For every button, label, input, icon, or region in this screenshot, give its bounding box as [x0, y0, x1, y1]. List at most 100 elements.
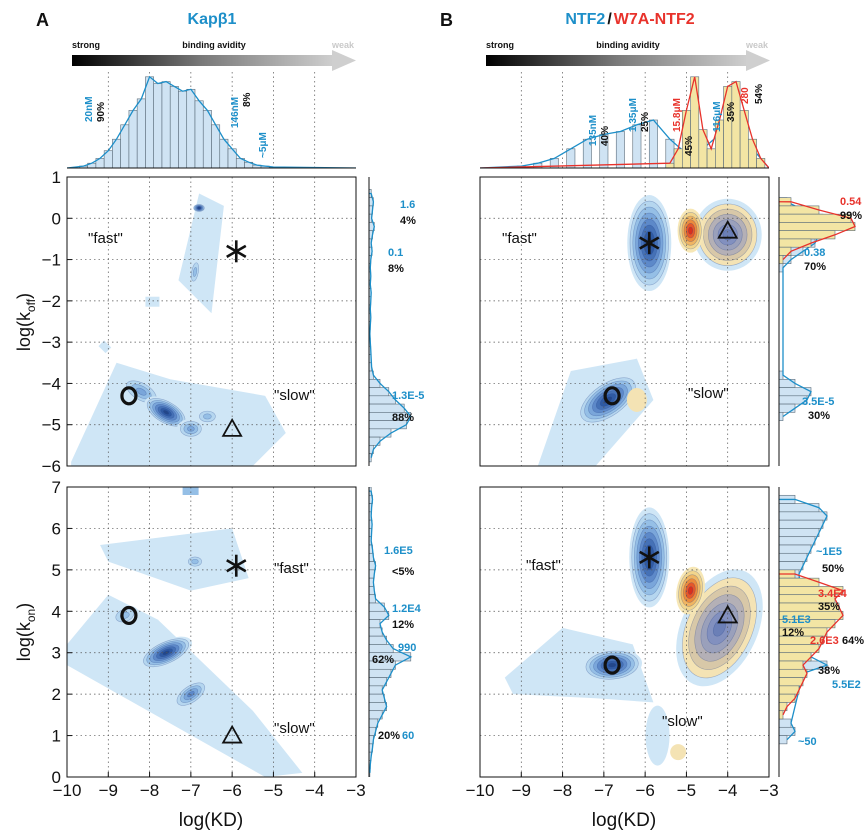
hist-a-bar	[178, 90, 188, 168]
hist-a-bar	[161, 81, 171, 168]
triangle-marker	[221, 418, 243, 437]
hist-b-ann-5: 45%	[684, 136, 695, 156]
b-kon-xtick-label: −3	[759, 781, 778, 800]
a-koff-bg-upper	[178, 193, 224, 314]
panel-a-letter: A	[36, 10, 49, 30]
side-b-koff-w7a-bar	[779, 205, 820, 215]
hist-b-ann-3: 25%	[640, 112, 651, 132]
triangle-marker	[717, 219, 739, 239]
a-koff-side-pct-0: 4%	[400, 215, 416, 227]
panel-a-avidity-arrow	[72, 50, 356, 71]
a-kon-peak	[111, 605, 139, 626]
side-a-kon-bar	[369, 685, 383, 695]
side-b-kon-w7a-bar	[779, 577, 820, 587]
side-b-kon-ntf2-bar	[779, 718, 792, 728]
hist-a-bar	[145, 76, 154, 168]
a-koff-ytick-label: −3	[42, 333, 61, 352]
b-kon-xtick-label: −8	[553, 781, 572, 800]
a-kon-peak	[184, 554, 205, 569]
hist-a-bar	[128, 110, 138, 168]
a-kon-xtick-label: −9	[99, 781, 118, 800]
triangle-marker	[717, 604, 739, 624]
a-koff-peak	[193, 203, 206, 212]
panel-a-hist-annotations: 20nM 90% 146nM 8% ~5μM	[84, 92, 269, 158]
hist-a-ann-0: 20nM	[84, 96, 95, 122]
asterisk-marker	[226, 554, 247, 577]
b-kon-side-pct-4: 38%	[818, 665, 840, 677]
a-koff-ytick-label: −5	[42, 416, 61, 435]
a-koff-ytick-label: 1	[52, 168, 61, 187]
b-koff-side-pct-2: 30%	[808, 410, 830, 422]
side-b-koff-w7a-fit	[779, 201, 856, 261]
side-b-kon-ntf2-bar	[779, 552, 808, 562]
a-koff-ytick-label: −4	[42, 374, 61, 393]
panel-b-title-ntf2: NTF2	[565, 11, 605, 28]
panel-a-kon-marginal	[368, 487, 413, 777]
a-kon-bg-upper	[100, 528, 249, 591]
b-koff-side-pct-1: 70%	[804, 261, 826, 273]
side-a-kon-bars	[369, 487, 413, 777]
panel-b-kon-slow-label: "slow"	[662, 713, 703, 730]
b-kon-peak	[645, 705, 670, 766]
circle-marker	[603, 386, 621, 406]
panel-b-koff-fast-label: "fast"	[502, 230, 537, 247]
a-koff-peak	[189, 258, 201, 286]
panel-b-kon-plot: −10 −9 −8 −7 −6 −5 −4 −3	[466, 486, 779, 800]
a-koff-peak	[176, 418, 205, 439]
side-b-kon-w7a-bar	[779, 710, 784, 720]
asterisk-marker	[639, 546, 660, 569]
b-kon-xtick-label: −9	[512, 781, 531, 800]
hist-b-w7a-bar	[756, 158, 766, 168]
hist-b-ann-2: 1.35μM	[628, 98, 639, 132]
b-kon-peak-level	[687, 586, 694, 595]
circle-marker	[603, 655, 621, 675]
panel-a-kd-histogram	[67, 72, 356, 169]
hist-b-w7a-fit	[480, 76, 769, 168]
hist-a-bar	[120, 124, 130, 168]
hist-b-w7a-bar	[731, 81, 741, 168]
hist-b-ann-0: 135nM	[588, 115, 599, 146]
a-koff-side-pct-2: 88%	[392, 412, 414, 424]
panel-a-kon-slow-label: "slow"	[274, 720, 315, 737]
b-kon-side-val-4: 5.5E2	[832, 679, 861, 691]
a-kon-frame	[66, 486, 357, 778]
a-kon-side-pct-2: 62%	[372, 654, 394, 666]
b-koff-frame	[479, 176, 770, 467]
b-koff-peak-level	[626, 387, 647, 412]
panel-b-scale-middle: binding avidity	[596, 40, 660, 50]
panel-a-xlabel: log(KD)	[179, 810, 243, 831]
a-koff-peak-level	[163, 410, 170, 415]
side-b-koff-ntf2-bar	[779, 403, 796, 413]
a-koff-peak	[144, 396, 188, 429]
side-b-kon-w7a-fit	[779, 573, 845, 716]
a-kon-xtick-label: −7	[181, 781, 200, 800]
a-kon-xtick-label: −6	[222, 781, 241, 800]
side-a-kon-bar	[369, 635, 387, 645]
panel-b-xlabel: log(KD)	[592, 810, 656, 831]
side-b-kon-ntf2-bar	[779, 519, 824, 529]
b-kon-side-pct-0: 50%	[822, 563, 844, 575]
side-b-kon-ntf2-bar	[779, 544, 812, 554]
side-b-koff-w7a-bar	[779, 255, 784, 264]
b-koff-side-val-2: 3.5E-5	[802, 396, 834, 408]
a-kon-ytick-label: 6	[52, 519, 61, 538]
a-kon-ytick-label: 4	[52, 602, 61, 621]
a-kon-side-val-2: 990	[398, 642, 416, 654]
panel-b-title-sep: /	[607, 11, 612, 28]
b-kon-xtick-label: −7	[594, 781, 613, 800]
a-kon-ytick-label: 0	[52, 768, 61, 787]
hist-a-ann-3: 8%	[242, 92, 253, 107]
side-b-koff-w7a-bars	[779, 197, 856, 264]
b-kon-xtick-label: −4	[718, 781, 737, 800]
b-kon-background	[504, 627, 654, 703]
panel-b-hist-annotations: 135nM 40% 1.35μM 25% 15.8μM 45% 116μM 35…	[588, 84, 765, 156]
side-b-kon-w7a-bar	[779, 685, 800, 695]
hist-a-bar	[186, 88, 196, 168]
hist-b-w7a-bars	[480, 76, 769, 168]
side-a-kon-fit	[369, 490, 413, 773]
a-koff-peak-level	[136, 387, 147, 396]
b-kon-side-pct-2: 12%	[782, 627, 804, 639]
a-koff-side-val-1: 0.1	[388, 247, 403, 259]
asterisk-marker	[226, 240, 247, 263]
circle-marker	[120, 386, 138, 406]
